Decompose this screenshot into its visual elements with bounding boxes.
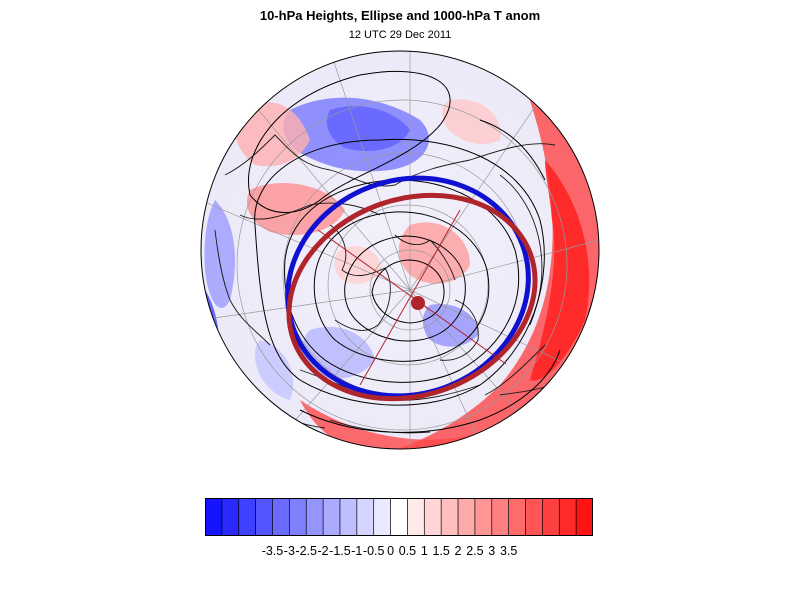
colorbar-tick-label: 3.5 [499, 544, 518, 558]
colorbar-cell [525, 498, 544, 536]
height-contours [248, 70, 561, 433]
colorbar-cell [440, 498, 459, 536]
colorbar-tick-label: 2 [454, 544, 462, 558]
ellipse-major-axis [317, 229, 507, 365]
colorbar-tick-label: -2 [317, 544, 329, 558]
colorbar-tick-label: 2.5 [466, 544, 484, 558]
colorbar-cell [356, 498, 375, 536]
colorbar-cell [575, 498, 593, 536]
anomaly-patch [234, 101, 310, 167]
colorbar-cell [542, 498, 560, 536]
colorbar-cell [491, 498, 510, 536]
colorbar-tick-label: -2.5 [295, 544, 317, 558]
map-disc [201, 51, 599, 449]
anomaly-patch [442, 99, 501, 145]
ellipse-center-marker [411, 296, 425, 310]
colorbar-cell [457, 498, 476, 536]
colorbar-tick-label: 0 [387, 544, 395, 558]
colorbar-cell [305, 498, 324, 536]
colorbar-cell [373, 498, 392, 536]
colorbar-cell [272, 498, 291, 536]
colorbar-cell [288, 498, 307, 536]
colorbar-tick-label: 1 [420, 544, 428, 558]
colorbar-tick-label: -1 [351, 544, 363, 558]
colorbar-cell [205, 498, 223, 536]
colorbar-cell [407, 498, 425, 536]
red-ellipse [286, 192, 538, 402]
colorbar-tick-label: -3.5 [261, 544, 284, 558]
colorbar-cell [255, 498, 274, 536]
anomaly-patch [398, 222, 470, 284]
colorbar-cell [221, 498, 240, 536]
colorbar-cell [558, 498, 577, 536]
colorbar-cell [339, 498, 358, 536]
colorbar-tick-label: -3 [283, 544, 295, 558]
anomaly-patch [530, 160, 590, 381]
colorbar-cell [322, 498, 341, 536]
chart-subtitle: 12 UTC 29 Dec 2011 [348, 29, 452, 41]
anomaly-patch [255, 340, 294, 400]
colorbar-cell [238, 498, 257, 536]
ellipse-minor-axis [359, 209, 461, 386]
colorbar-tick-label: 0.5 [398, 544, 417, 558]
colorbar-tick-label: 3 [488, 544, 496, 558]
anomaly-patch [204, 200, 235, 309]
colorbar-cell [474, 498, 493, 536]
colorbar-tick-label: -1.5 [329, 544, 351, 558]
colorbar [205, 498, 593, 536]
colorbar-labels: -3.5 -3 -2.5 -2 -1.5 -1 -0.5 0 0.5 1 1.5 2 2.5 3 3.5 [200, 544, 600, 560]
colorbar-tick-label: 1.5 [432, 544, 450, 558]
chart-title: 10-hPa Heights, Ellipse and 1000-hPa T a… [259, 8, 541, 23]
colorbar-tick-label: -0.5 [362, 544, 385, 558]
colorbar-cell [390, 498, 409, 536]
map-outline [200, 50, 600, 450]
colorbar-cell [508, 498, 527, 536]
colorbar-cell [423, 498, 442, 536]
